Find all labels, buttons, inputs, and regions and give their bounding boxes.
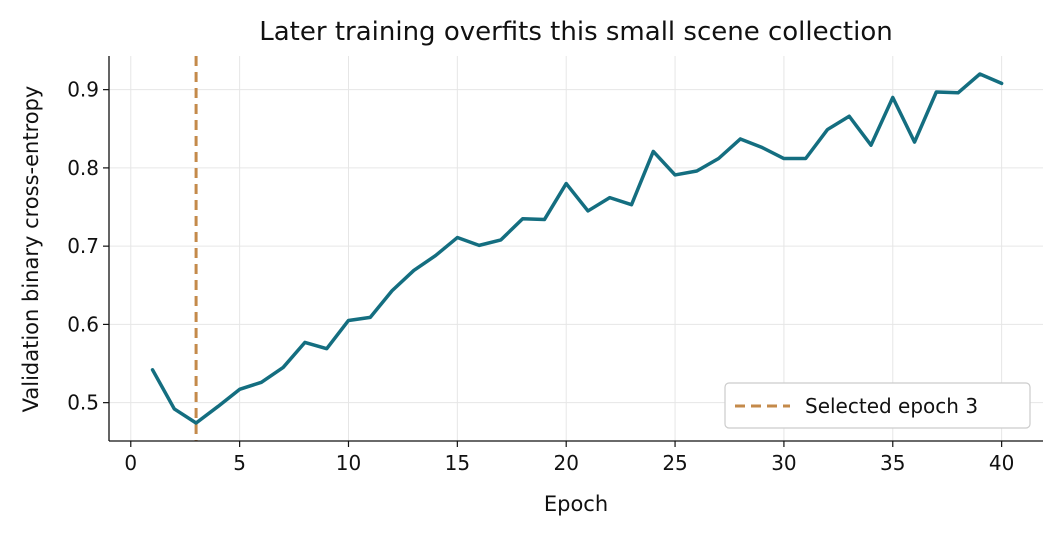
- legend-label: Selected epoch 3: [805, 394, 978, 418]
- x-axis-label: Epoch: [544, 492, 608, 516]
- x-tick-label: 40: [989, 451, 1014, 475]
- y-tick-label: 0.9: [67, 78, 99, 102]
- x-tick-label: 25: [662, 451, 687, 475]
- series-layer: [150, 72, 1004, 425]
- y-tick-label: 0.7: [67, 234, 99, 258]
- series-line: [150, 72, 1004, 425]
- x-tick-label: 30: [771, 451, 796, 475]
- x-tick-label: 0: [124, 451, 137, 475]
- chart-title: Later training overfits this small scene…: [259, 17, 892, 47]
- y-axis-label: Validation binary cross-entropy: [19, 86, 43, 413]
- axes: [108, 56, 1043, 442]
- x-tick-label: 10: [336, 451, 361, 475]
- legend-box: [724, 382, 1031, 429]
- x-tick-label: 15: [445, 451, 470, 475]
- x-tick-label: 5: [233, 451, 246, 475]
- x-tick-label: 35: [880, 451, 905, 475]
- x-tick-label: 20: [553, 451, 578, 475]
- ticks: 0 5 10 15 20 25 30 35 40 0.5 0.6 0.7 0.8 0.9: [67, 78, 1014, 475]
- y-tick-label: 0.8: [67, 156, 99, 180]
- legend: Selected epoch 3: [724, 382, 1031, 429]
- y-tick-label: 0.6: [67, 312, 99, 336]
- y-tick-label: 0.5: [67, 391, 99, 415]
